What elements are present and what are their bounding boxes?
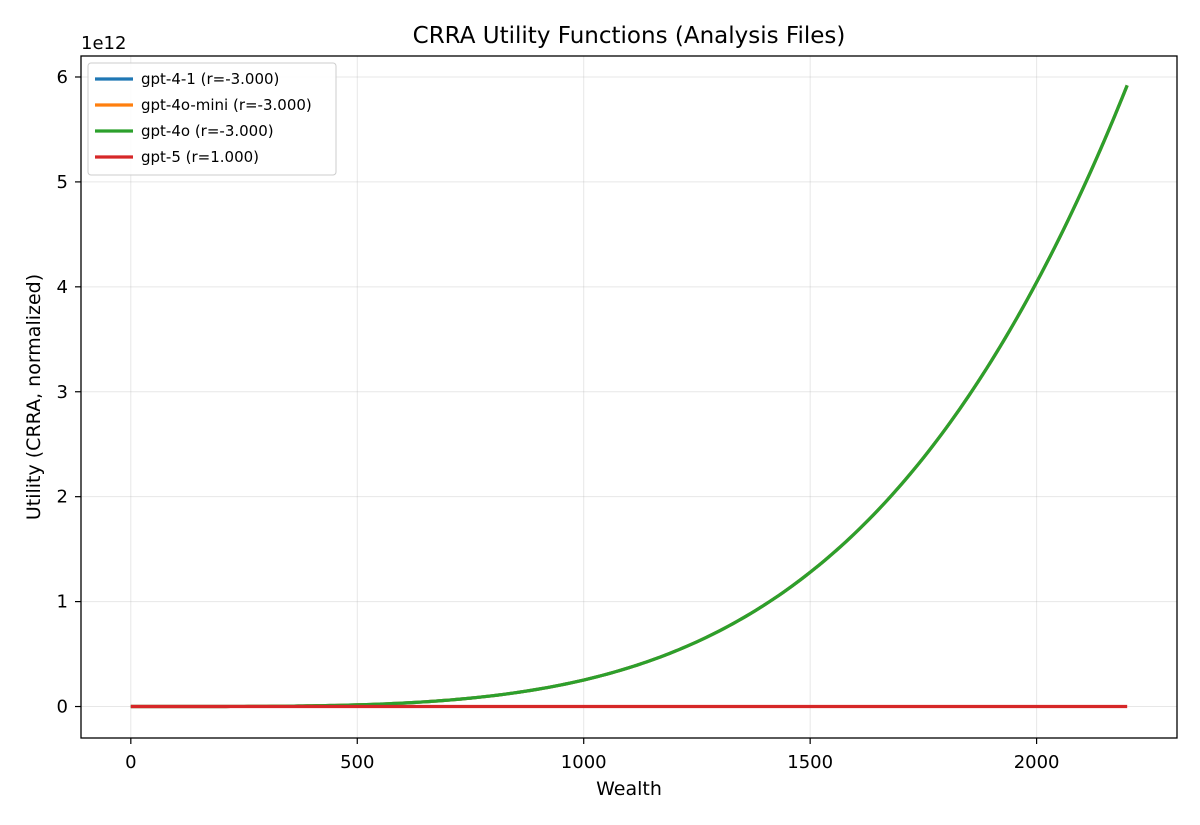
plot-frame xyxy=(80,55,1178,739)
y-tick-label: 1 xyxy=(57,592,68,613)
legend-entry-3: gpt-5 (r=1.000) xyxy=(141,148,259,166)
y-axis-label: Utility (CRRA, normalized) xyxy=(23,274,45,520)
x-tick-label: 2000 xyxy=(1014,752,1060,773)
y-tick-label: 5 xyxy=(57,172,68,193)
y-tick-label: 4 xyxy=(57,277,68,298)
axis-ticks: 0 500 1000 1500 2000 0 1 2 3 4 5 6 xyxy=(57,67,1060,773)
x-tick-label: 1500 xyxy=(787,752,833,773)
legend-entry-0: gpt-4-1 (r=-3.000) xyxy=(141,70,279,88)
grid xyxy=(81,56,1177,738)
x-tick-label: 500 xyxy=(340,752,374,773)
y-tick-label: 6 xyxy=(57,67,68,88)
y-tick-label: 2 xyxy=(57,487,68,508)
legend-entry-2: gpt-4o (r=-3.000) xyxy=(141,122,274,140)
y-axis-offset-label: 1e12 xyxy=(81,33,126,54)
y-tick-label: 0 xyxy=(57,697,68,718)
y-tick-label: 3 xyxy=(57,382,68,403)
chart-title: CRRA Utility Functions (Analysis Files) xyxy=(413,23,846,49)
legend-entry-1: gpt-4o-mini (r=-3.000) xyxy=(141,96,312,114)
x-tick-label: 1000 xyxy=(561,752,607,773)
x-tick-label: 0 xyxy=(125,752,136,773)
legend-frame xyxy=(87,62,337,176)
x-axis-label: Wealth xyxy=(596,778,662,800)
series-lines xyxy=(130,84,1129,709)
legend: gpt-4-1 (r=-3.000) gpt-4o-mini (r=-3.000)… xyxy=(87,62,337,176)
